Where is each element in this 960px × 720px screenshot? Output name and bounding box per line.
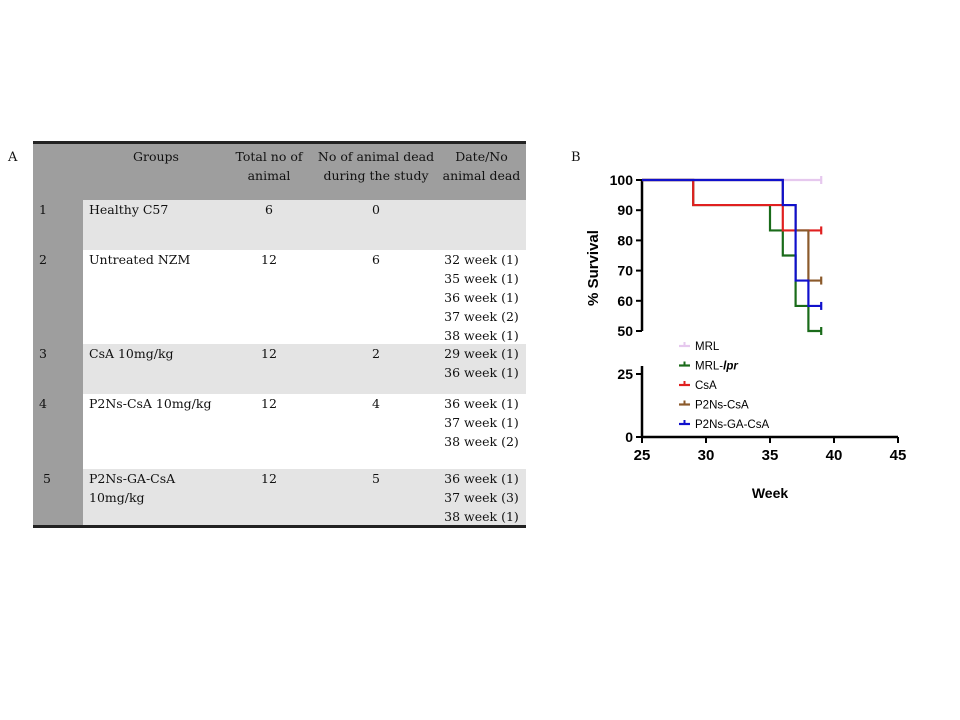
series-line-p2ns-ga-csa xyxy=(642,178,822,308)
table-row: 2 Untreated NZM 12 6 32 week (1) 35 week… xyxy=(33,250,526,344)
y-tick-label: 100 xyxy=(610,172,634,188)
x-axis-label: Week xyxy=(752,485,789,501)
row-total: 12 xyxy=(261,396,277,411)
date-entry: 38 week (2) xyxy=(444,434,519,449)
row-dead: 6 xyxy=(372,252,380,267)
row-group: Untreated NZM xyxy=(89,252,191,267)
y-tick-label: 25 xyxy=(617,366,633,382)
table-row: 1 Healthy C57 6 0 xyxy=(33,200,526,250)
row-dates: 29 week (1) 36 week (1) xyxy=(437,344,526,394)
y-tick-label: 70 xyxy=(617,263,633,279)
y-tick-label: 80 xyxy=(617,232,633,248)
y-tick-label: 90 xyxy=(617,202,633,218)
table-header-row: Groups Total no of animal No of animal d… xyxy=(33,144,526,200)
legend-label: P2Ns-GA-CsA xyxy=(695,419,769,431)
row-total: 12 xyxy=(261,252,277,267)
row-total: 6 xyxy=(265,202,273,217)
header-groups: Groups xyxy=(133,149,179,164)
row-dates xyxy=(437,200,526,250)
row-num: 2 xyxy=(33,250,83,344)
row-num: 1 xyxy=(33,200,83,250)
header-dead: No of animal dead during the study xyxy=(317,149,435,183)
header-num xyxy=(33,144,83,200)
row-dates: 32 week (1) 35 week (1) 36 week (1) 37 w… xyxy=(437,250,526,344)
legend-label: MRL-lpr xyxy=(695,361,738,373)
row-dead: 5 xyxy=(372,471,380,486)
date-entry: 32 week (1) xyxy=(444,252,519,267)
table-row: 4 P2Ns-CsA 10mg/kg 12 4 36 week (1) 37 w… xyxy=(33,394,526,469)
date-entry: 36 week (1) xyxy=(444,396,519,411)
series-line-mrl-lpr xyxy=(642,178,822,333)
date-entry: 36 week (1) xyxy=(444,365,519,380)
y-tick-label: 0 xyxy=(625,429,633,445)
date-entry: 37 week (2) xyxy=(444,309,519,324)
y-tick-label: 60 xyxy=(617,293,633,309)
date-entry: 37 week (3) xyxy=(444,490,519,505)
date-entry: 35 week (1) xyxy=(444,271,519,286)
header-total: Total no of animal xyxy=(235,149,303,183)
legend-label: CsA xyxy=(695,380,717,392)
date-entry: 36 week (1) xyxy=(444,290,519,305)
row-dates: 36 week (1) 37 week (1) 38 week (2) xyxy=(437,394,526,469)
date-entry: 37 week (1) xyxy=(444,415,519,430)
header-date: Date/No animal dead xyxy=(442,149,521,183)
row-num: 4 xyxy=(33,394,83,469)
row-num: 3 xyxy=(33,344,83,394)
table-row: 3 CsA 10mg/kg 12 2 29 week (1) 36 week (… xyxy=(33,344,526,394)
x-tick-label: 35 xyxy=(762,447,779,464)
legend-label: MRL xyxy=(695,341,720,353)
panel-label-b: B xyxy=(571,150,581,165)
chart-series xyxy=(642,176,823,335)
date-entry: 38 week (1) xyxy=(444,328,519,343)
row-total: 12 xyxy=(261,346,277,361)
legend-label: P2Ns-CsA xyxy=(695,400,749,412)
row-group: Healthy C57 xyxy=(89,202,169,217)
row-dead: 0 xyxy=(372,202,380,217)
panel-label-a: A xyxy=(8,150,18,165)
date-entry: 36 week (1) xyxy=(444,471,519,486)
row-num: 5 xyxy=(33,469,83,525)
row-group: P2Ns-GA-CsA 10mg/kg xyxy=(89,471,176,505)
table-row: 5 P2Ns-GA-CsA 10mg/kg 12 5 36 week (1) 3… xyxy=(33,469,526,525)
y-tick-label: 50 xyxy=(617,323,633,339)
x-tick-label: 45 xyxy=(890,447,907,464)
chart-legend: MRL MRL-lpr CsA P2Ns-CsA P2Ns-GA-CsA xyxy=(679,341,769,431)
row-dead: 4 xyxy=(372,396,380,411)
row-dead: 2 xyxy=(372,346,380,361)
row-dates: 36 week (1) 37 week (3) 38 week (1) xyxy=(437,469,526,525)
date-entry: 38 week (1) xyxy=(444,509,519,524)
x-tick-label: 30 xyxy=(698,447,715,464)
y-axis-label: % Survival xyxy=(585,230,602,306)
row-total: 12 xyxy=(261,471,277,486)
x-tick-label: 25 xyxy=(634,447,651,464)
row-group: CsA 10mg/kg xyxy=(89,346,174,361)
x-tick-label: 40 xyxy=(826,447,843,464)
row-group: P2Ns-CsA 10mg/kg xyxy=(89,396,212,411)
date-entry: 29 week (1) xyxy=(444,346,519,361)
mortality-table: Groups Total no of animal No of animal d… xyxy=(33,141,526,528)
